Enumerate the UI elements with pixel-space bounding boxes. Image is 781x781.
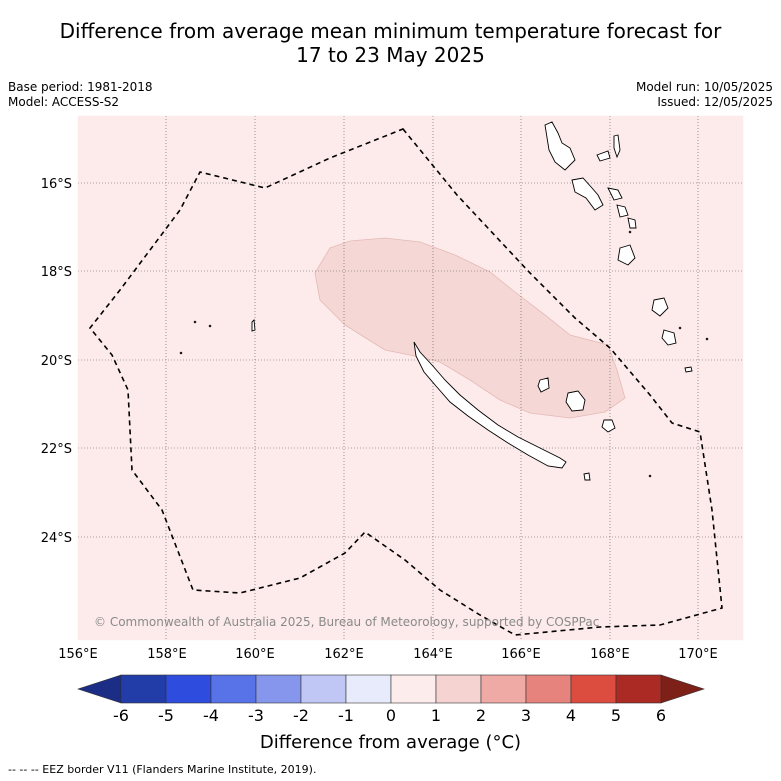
lat-tick-label: 24°S bbox=[41, 531, 72, 546]
lon-tick-label: 164°E bbox=[413, 647, 453, 662]
colorbar-tick-label: 1 bbox=[431, 706, 441, 725]
gridlines bbox=[78, 116, 743, 640]
colorbar-segment bbox=[120, 674, 167, 704]
colorbar-title: Difference from average (°C) bbox=[259, 732, 522, 753]
loyalty-island-3 bbox=[601, 419, 616, 433]
vanuatu-espiritu-santo bbox=[544, 121, 576, 171]
model-run: Model run: 10/05/2025 bbox=[635, 80, 773, 94]
vanuatu-island-10 bbox=[661, 329, 677, 346]
lon-tick-label: 166°E bbox=[501, 647, 541, 662]
map-frame bbox=[77, 115, 744, 641]
issued-date: Issued: 12/05/2025 bbox=[657, 95, 773, 109]
lon-tick-label: 170°E bbox=[678, 647, 718, 662]
loyalty-island-2 bbox=[565, 390, 586, 412]
meta-right: Model run: 10/05/2025 Issued: 12/05/2025 bbox=[636, 80, 773, 110]
colorbar-segment bbox=[165, 674, 212, 704]
title-line-1: Difference from average mean minimum tem… bbox=[59, 19, 722, 43]
vanuatu-island-2 bbox=[596, 150, 611, 162]
lon-tick-label: 162°E bbox=[324, 647, 364, 662]
chesterfield-island bbox=[251, 319, 256, 332]
copyright-text: © Commonwealth of Australia 2025, Bureau… bbox=[94, 615, 599, 629]
lon-tick-label: 156°E bbox=[58, 647, 98, 662]
lon-tick-label: 158°E bbox=[147, 647, 187, 662]
colorbar-tick-label: 5 bbox=[611, 706, 621, 725]
isle-of-pines bbox=[583, 472, 591, 481]
eez-border bbox=[88, 128, 723, 636]
vanuatu-tanna bbox=[651, 297, 669, 317]
vanuatu-erromango bbox=[617, 244, 636, 266]
vanuatu-island-3 bbox=[613, 134, 621, 159]
colorbar-tick-label: -1 bbox=[338, 706, 354, 725]
vanuatu-efate bbox=[616, 204, 629, 218]
colorbar-segment bbox=[570, 674, 617, 704]
colorbar-tick-label: 0 bbox=[386, 706, 396, 725]
lon-axis: 156°E 158°E 160°E 162°E 164°E 166°E 168°… bbox=[58, 647, 718, 662]
colorbar-segment bbox=[480, 674, 527, 704]
colorbar-tick-label: -5 bbox=[158, 706, 174, 725]
vanuatu-island-5 bbox=[607, 187, 623, 201]
colorbar-segment bbox=[210, 674, 257, 704]
vanuatu-island-7 bbox=[627, 217, 637, 229]
matthew-island bbox=[684, 366, 693, 373]
model-name: Model: ACCESS-S2 bbox=[8, 95, 120, 109]
colorbar-over-extension bbox=[660, 674, 705, 704]
colorbar-tick-label: 6 bbox=[656, 706, 666, 725]
colorbar-segment bbox=[615, 674, 662, 704]
colorbar-tick-label: -3 bbox=[248, 706, 264, 725]
title-line-2: 17 to 23 May 2025 bbox=[296, 43, 485, 67]
lat-tick-label: 16°S bbox=[41, 177, 72, 192]
lon-tick-label: 168°E bbox=[590, 647, 630, 662]
colorbar-tick-label: 3 bbox=[521, 706, 531, 725]
colorbar: -6 -5 -4 -3 -2 -1 0 1 2 3 4 5 6 bbox=[77, 674, 705, 725]
colorbar-segment bbox=[300, 674, 347, 704]
colorbar-tick-label: 2 bbox=[476, 706, 486, 725]
eez-legend-note: -- -- -- EEZ border V11 (Flanders Marine… bbox=[8, 763, 317, 776]
lat-axis: 16°S 18°S 20°S 22°S 24°S bbox=[41, 177, 72, 546]
meta-left: Base period: 1981-2018 Model: ACCESS-S2 bbox=[8, 80, 153, 110]
anomaly-region-1-to-2 bbox=[314, 237, 626, 419]
map-background bbox=[78, 116, 743, 640]
lat-tick-label: 18°S bbox=[41, 265, 72, 280]
colorbar-tick-label: -4 bbox=[203, 706, 219, 725]
colorbar-segment bbox=[525, 674, 572, 704]
lat-tick-label: 20°S bbox=[41, 354, 72, 369]
colorbar-segment bbox=[255, 674, 302, 704]
base-period: Base period: 1981-2018 bbox=[8, 80, 153, 94]
colorbar-under-extension bbox=[77, 674, 122, 704]
colorbar-tick-label: 4 bbox=[566, 706, 576, 725]
colorbar-tick-label: -6 bbox=[113, 706, 129, 725]
colorbar-segment bbox=[390, 674, 437, 704]
colorbar-tick-label: -2 bbox=[293, 706, 309, 725]
chart-title: Difference from average mean minimum tem… bbox=[0, 19, 781, 67]
vanuatu-malakula bbox=[571, 177, 604, 211]
new-caledonia-coast bbox=[413, 341, 567, 469]
lat-tick-label: 22°S bbox=[41, 442, 72, 457]
coastlines bbox=[179, 121, 709, 481]
loyalty-island-1 bbox=[537, 377, 550, 393]
colorbar-segment bbox=[435, 674, 482, 704]
lon-tick-label: 160°E bbox=[235, 647, 275, 662]
colorbar-segment bbox=[345, 674, 392, 704]
